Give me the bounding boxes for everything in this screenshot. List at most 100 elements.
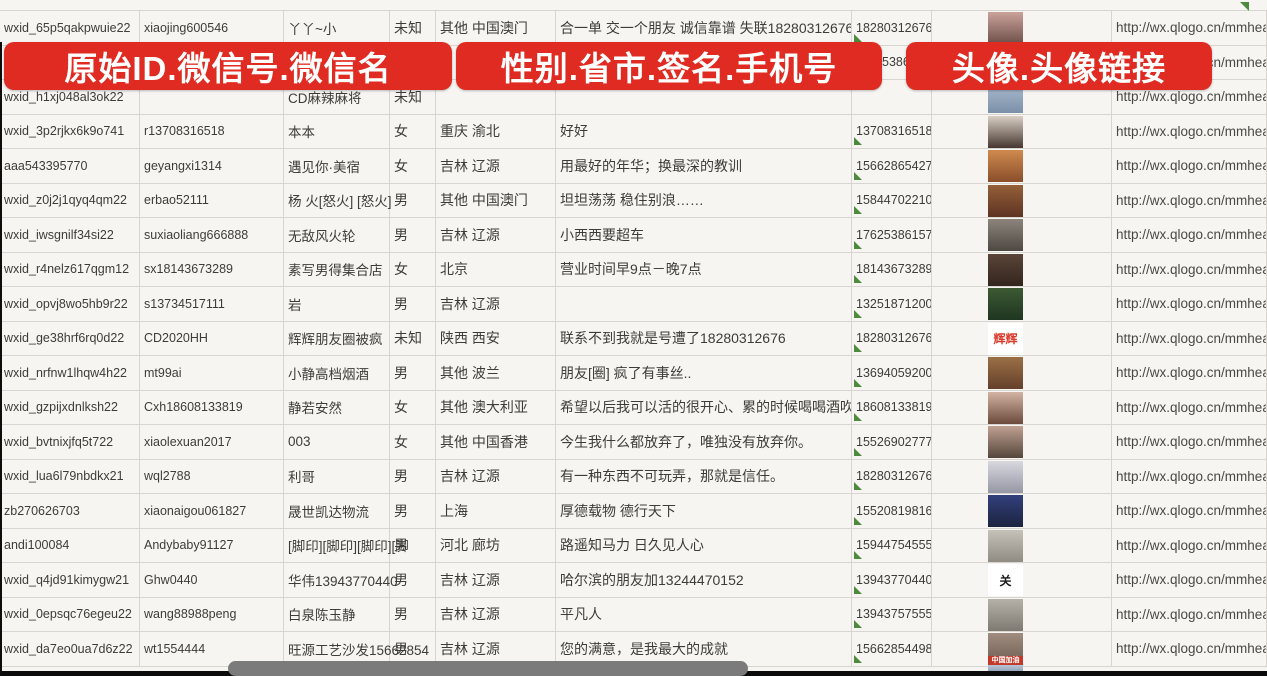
cell-original-id[interactable]: wxid_r4nelz617qgm12 xyxy=(0,252,140,287)
cell-signature[interactable]: 有一种东西不可玩弄，那就是信任。 xyxy=(556,459,852,494)
cell-phone[interactable]: 18143673289 xyxy=(852,252,932,287)
cell-wechat-name[interactable]: 静若安然 xyxy=(284,390,390,425)
cell-avatar-url[interactable]: http://wx.qlogo.cn/mmhead xyxy=(1112,287,1267,322)
cell-gender[interactable]: 男 xyxy=(390,287,436,322)
cell-phone[interactable]: 13943757555 xyxy=(852,597,932,632)
cell-avatar[interactable] xyxy=(932,11,1112,46)
cell-original-id[interactable]: zb270626703 xyxy=(0,494,140,529)
cell-region[interactable]: 其他 中国香港 xyxy=(436,425,556,460)
cell-wechat-id[interactable]: geyangxi1314 xyxy=(140,149,284,184)
cell-gender[interactable]: 男 xyxy=(390,563,436,598)
cell-wechat-id[interactable]: wt1554444 xyxy=(140,632,284,667)
cell-avatar[interactable] xyxy=(932,597,1112,632)
cell-phone[interactable]: 15526902777 xyxy=(852,425,932,460)
cell-gender[interactable]: 男 xyxy=(390,218,436,253)
cell-avatar[interactable] xyxy=(932,183,1112,218)
cell-wechat-id[interactable]: wang88988peng xyxy=(140,597,284,632)
cell-phone[interactable]: 18280312676 xyxy=(852,321,932,356)
cell-original-id[interactable]: wxid_65p5qakpwuie22 xyxy=(0,11,140,46)
cell-gender[interactable]: 男 xyxy=(390,597,436,632)
cell-original-id[interactable]: wxid_lua6l79nbdkx21 xyxy=(0,459,140,494)
cell-signature[interactable]: 路遥知马力 日久见人心 xyxy=(556,528,852,563)
cell-original-id[interactable]: wxid_ge38hrf6rq0d22 xyxy=(0,321,140,356)
cell-wechat-name[interactable]: CD麻辣麻将 xyxy=(284,80,390,115)
cell-avatar[interactable]: 关 xyxy=(932,563,1112,598)
cell-phone[interactable]: 18280312676 xyxy=(852,459,932,494)
cell-phone[interactable]: 15844702210 xyxy=(852,183,932,218)
cell-wechat-name[interactable]: 丫丫~小 xyxy=(284,11,390,46)
cell-wechat-name[interactable]: 利哥 xyxy=(284,459,390,494)
cell-wechat-id[interactable]: xiaonaigou061827 xyxy=(140,494,284,529)
cell-avatar[interactable] xyxy=(932,425,1112,460)
cell-gender[interactable]: 未知 xyxy=(390,321,436,356)
cell-original-id[interactable]: wxid_da7eo0ua7d6z22 xyxy=(0,632,140,667)
cell-wechat-id[interactable]: suxiaoliang666888 xyxy=(140,218,284,253)
cell-signature[interactable]: 用最好的年华；换最深的教训 xyxy=(556,149,852,184)
cell-wechat-name[interactable]: 杨 火[怒火] [怒火] xyxy=(284,183,392,218)
cell-gender[interactable]: 未知 xyxy=(390,80,436,115)
cell-avatar-url[interactable]: http://wx.qlogo.cn/mmhead xyxy=(1112,390,1267,425)
cell-signature[interactable]: 好好 xyxy=(556,114,852,149)
cell-wechat-id[interactable] xyxy=(140,80,284,115)
cell-avatar[interactable]: 辉辉 xyxy=(932,321,1112,356)
cell-wechat-id[interactable]: Cxh18608133819 xyxy=(140,390,284,425)
cell-avatar[interactable]: 中国加油 xyxy=(932,632,1112,667)
cell-wechat-id[interactable]: Ghw0440 xyxy=(140,563,284,598)
cell-avatar-url[interactable]: http://wx.qlogo.cn/mmhead xyxy=(1112,11,1267,46)
cell-signature[interactable]: 营业时间早9点－晚7点 xyxy=(556,252,852,287)
cell-phone[interactable]: 17625386157 xyxy=(852,218,932,253)
cell-avatar[interactable] xyxy=(932,528,1112,563)
cell-wechat-name[interactable]: 无敌风火轮 xyxy=(284,218,390,253)
cell-phone[interactable]: 15520819816 xyxy=(852,494,932,529)
cell-avatar-url[interactable]: http://wx.qlogo.cn/mmhead xyxy=(1112,459,1267,494)
cell-avatar[interactable] xyxy=(932,356,1112,391)
cell-avatar-url[interactable]: http://wx.qlogo.cn/mmhead xyxy=(1112,183,1267,218)
cell-signature[interactable]: 厚德载物 德行天下 xyxy=(556,494,852,529)
cell-wechat-id[interactable]: mt99ai xyxy=(140,356,284,391)
cell-region[interactable]: 吉林 辽源 xyxy=(436,287,556,322)
cell-signature[interactable]: 哈尔滨的朋友加13244470152 xyxy=(556,563,852,598)
cell-wechat-id[interactable]: xiaojing600546 xyxy=(140,11,284,46)
cell-region[interactable]: 其他 中国澳门 xyxy=(436,183,556,218)
cell-gender[interactable]: 女 xyxy=(390,390,436,425)
cell-avatar-url[interactable]: http://wx.qlogo.cn/mmhead xyxy=(1112,114,1267,149)
cell-gender[interactable]: 男 xyxy=(390,494,436,529)
cell-region[interactable]: 吉林 辽源 xyxy=(436,597,556,632)
cell-avatar-url[interactable]: http://wx.qlogo.cn/mmhead xyxy=(1112,563,1267,598)
cell-wechat-name[interactable]: 003 xyxy=(284,425,390,460)
cell-wechat-name[interactable]: 辉辉朋友圈被疯 xyxy=(284,321,390,356)
cell-wechat-id[interactable]: r13708316518 xyxy=(140,114,284,149)
cell-original-id[interactable]: wxid_iwsgnilf34si22 xyxy=(0,218,140,253)
cell-wechat-id[interactable]: erbao52111 xyxy=(140,183,284,218)
cell-phone[interactable]: 15662854498 xyxy=(852,632,932,667)
cell-avatar-url[interactable]: http://wx.qlogo.cn/mmhead xyxy=(1112,597,1267,632)
cell-region[interactable]: 其他 澳大利亚 xyxy=(436,390,556,425)
cell-phone[interactable]: 15662865427 xyxy=(852,149,932,184)
cell-original-id[interactable]: wxid_opvj8wo5hb9r22 xyxy=(0,287,140,322)
cell-signature[interactable]: 合一单 交一个朋友 诚信靠谱 失联18280312676 xyxy=(556,11,852,46)
cell-wechat-name[interactable]: 小静高档烟酒 xyxy=(284,356,390,391)
cell-phone[interactable]: 18280312676 xyxy=(852,11,932,46)
cell-region[interactable]: 其他 波兰 xyxy=(436,356,556,391)
cell-wechat-name[interactable]: 白泉陈玉静 xyxy=(284,597,390,632)
cell-avatar[interactable] xyxy=(932,114,1112,149)
cell-region[interactable]: 陕西 西安 xyxy=(436,321,556,356)
cell-phone[interactable]: 13708316518 xyxy=(852,114,932,149)
cell-avatar-url[interactable]: http://wx.qlogo.cn/mmhead xyxy=(1112,528,1267,563)
cell-avatar-url[interactable]: http://wx.qlogo.cn/mmhead xyxy=(1112,252,1267,287)
cell-region[interactable]: 河北 廊坊 xyxy=(436,528,556,563)
cell-phone[interactable]: 13694059200 xyxy=(852,356,932,391)
cell-gender[interactable]: 男 xyxy=(390,528,436,563)
cell-avatar[interactable] xyxy=(932,494,1112,529)
cell-region[interactable]: 吉林 辽源 xyxy=(436,459,556,494)
cell-gender[interactable]: 男 xyxy=(390,459,436,494)
cell-original-id[interactable]: wxid_0epsqc76egeu22 xyxy=(0,597,140,632)
cell-avatar-url[interactable]: http://wx.qlogo.cn/mmhead xyxy=(1112,149,1267,184)
cell-phone[interactable]: 13943770440 xyxy=(852,563,932,598)
cell-gender[interactable]: 男 xyxy=(390,356,436,391)
cell-gender[interactable]: 男 xyxy=(390,183,436,218)
cell-original-id[interactable]: andi100084 xyxy=(0,528,140,563)
cell-avatar-url[interactable]: http://wx.qlogo.cn/mmhead xyxy=(1112,632,1267,667)
cell-avatar-url[interactable]: http://wx.qlogo.cn/mmhead xyxy=(1112,425,1267,460)
cell-avatar[interactable] xyxy=(932,149,1112,184)
